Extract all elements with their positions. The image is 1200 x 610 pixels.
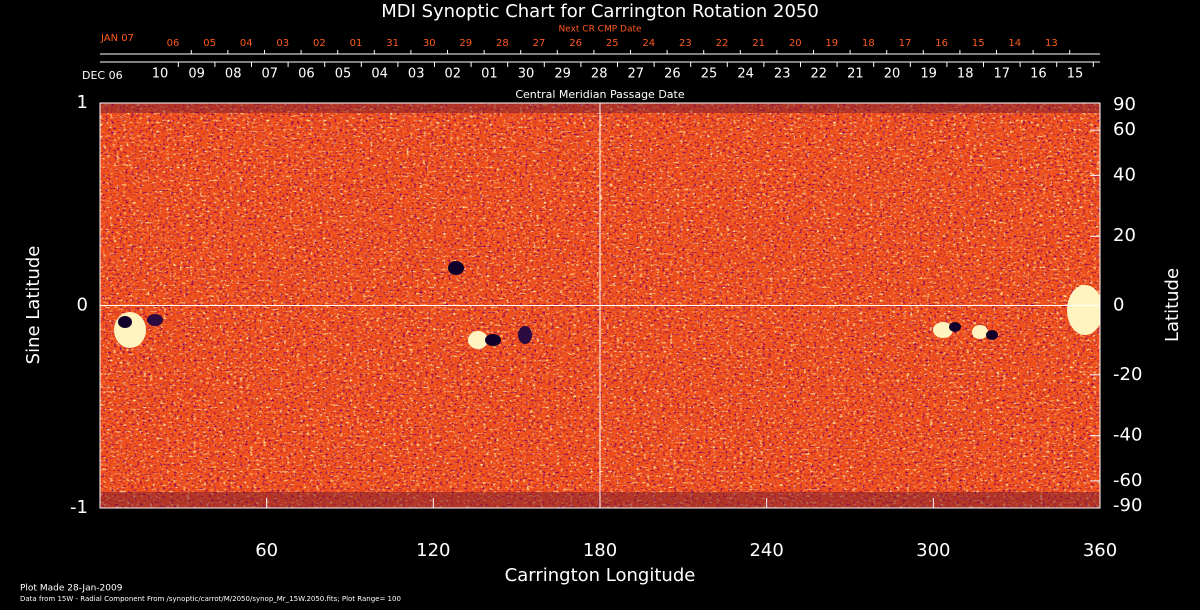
top-date-label: 28 bbox=[496, 38, 509, 49]
top-date-label: 30 bbox=[423, 38, 436, 49]
date-label: 20 bbox=[884, 67, 901, 82]
x-tick-label: 180 bbox=[583, 540, 617, 561]
top-date-label: 17 bbox=[899, 38, 912, 49]
y-tick-label: 0 bbox=[77, 295, 88, 316]
footer-line: Plot Made 28-Jan-2009 bbox=[20, 584, 123, 594]
date-axis-label: Central Meridian Passage Date bbox=[515, 88, 684, 101]
date-label: 22 bbox=[811, 67, 828, 82]
date-label: 26 bbox=[664, 67, 681, 82]
top-date-label: 04 bbox=[240, 38, 253, 49]
top-date-label: 21 bbox=[752, 38, 765, 49]
top-date-label: 20 bbox=[789, 38, 802, 49]
y2-tick-label: -90 bbox=[1113, 495, 1142, 516]
date-label: 10 bbox=[152, 67, 169, 82]
date-label: 27 bbox=[628, 67, 645, 82]
y2-tick-label: -20 bbox=[1113, 364, 1142, 385]
top-axis-month: JAN 07 bbox=[100, 33, 134, 44]
chart-title: MDI Synoptic Chart for Carrington Rotati… bbox=[381, 1, 819, 22]
top-date-label: 25 bbox=[606, 38, 619, 49]
top-date-label: 29 bbox=[459, 38, 472, 49]
top-date-label: 24 bbox=[642, 38, 655, 49]
y-tick-label: -1 bbox=[70, 497, 88, 518]
top-date-label: 26 bbox=[569, 38, 582, 49]
y2-tick-label: 20 bbox=[1113, 225, 1136, 246]
x-tick-label: 360 bbox=[1083, 540, 1117, 561]
date-label: 06 bbox=[298, 67, 315, 82]
y2-tick-label: 90 bbox=[1113, 94, 1136, 115]
date-label: 07 bbox=[262, 67, 279, 82]
top-date-label: 01 bbox=[350, 38, 363, 49]
date-label: 19 bbox=[920, 67, 937, 82]
top-date-label: 27 bbox=[533, 38, 546, 49]
top-date-label: 15 bbox=[972, 38, 985, 49]
date-label: 05 bbox=[335, 67, 352, 82]
date-label: 04 bbox=[371, 67, 388, 82]
footer-line: Data from 15W - Radial Component From /s… bbox=[20, 595, 401, 603]
y2-tick-label: -60 bbox=[1113, 470, 1142, 491]
top-date-label: 03 bbox=[276, 38, 289, 49]
date-axis-month: DEC 06 bbox=[82, 69, 123, 82]
x-tick-label: 300 bbox=[916, 540, 950, 561]
top-date-label: 22 bbox=[716, 38, 729, 49]
top-date-label: 14 bbox=[1008, 38, 1021, 49]
date-label: 23 bbox=[774, 67, 791, 82]
x-tick-label: 60 bbox=[255, 540, 278, 561]
date-label: 16 bbox=[1030, 67, 1047, 82]
top-axis-label: Next CR CMP Date bbox=[558, 25, 642, 35]
y-tick-label: 1 bbox=[77, 92, 88, 113]
y-axis-label: Sine Latitude bbox=[23, 246, 44, 365]
date-label: 29 bbox=[554, 67, 571, 82]
date-label: 24 bbox=[737, 67, 754, 82]
y2-axis-label: Latitude bbox=[1162, 268, 1183, 342]
y2-tick-label: -40 bbox=[1113, 425, 1142, 446]
y2-tick-label: 40 bbox=[1113, 164, 1136, 185]
date-label: 17 bbox=[994, 67, 1011, 82]
date-label: 08 bbox=[225, 67, 242, 82]
date-label: 18 bbox=[957, 67, 974, 82]
top-date-label: 23 bbox=[679, 38, 692, 49]
date-label: 02 bbox=[445, 67, 462, 82]
date-label: 03 bbox=[408, 67, 425, 82]
date-label: 25 bbox=[701, 67, 718, 82]
date-label: 15 bbox=[1067, 67, 1084, 82]
date-label: 21 bbox=[847, 67, 864, 82]
top-date-label: 13 bbox=[1045, 38, 1058, 49]
date-label: 01 bbox=[481, 67, 498, 82]
top-date-label: 16 bbox=[935, 38, 948, 49]
top-date-label: 19 bbox=[825, 38, 838, 49]
top-date-label: 02 bbox=[313, 38, 326, 49]
top-date-label: 06 bbox=[167, 38, 180, 49]
y2-tick-label: 0 bbox=[1113, 295, 1124, 316]
x-tick-label: 120 bbox=[416, 540, 450, 561]
date-label: 30 bbox=[518, 67, 535, 82]
y2-tick-label: 60 bbox=[1113, 119, 1136, 140]
date-label: 28 bbox=[591, 67, 608, 82]
date-label: 09 bbox=[188, 67, 205, 82]
x-axis-label: Carrington Longitude bbox=[505, 565, 696, 586]
x-tick-label: 240 bbox=[749, 540, 783, 561]
top-date-label: 05 bbox=[203, 38, 216, 49]
top-date-label: 18 bbox=[862, 38, 875, 49]
top-date-label: 31 bbox=[386, 38, 399, 49]
